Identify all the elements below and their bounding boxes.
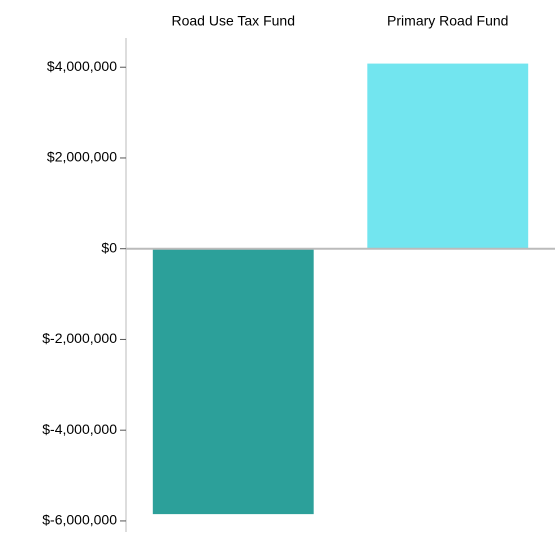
- y-tick-label: $0: [101, 239, 117, 255]
- y-tick-label: $4,000,000: [47, 58, 117, 74]
- y-tick-label: $-4,000,000: [42, 421, 117, 437]
- y-tick-label: $-2,000,000: [42, 330, 117, 346]
- bar: [152, 248, 314, 515]
- bar: [367, 63, 529, 249]
- category-label: Road Use Tax Fund: [172, 13, 295, 29]
- y-tick-label: $2,000,000: [47, 149, 117, 165]
- category-label: Primary Road Fund: [387, 13, 508, 29]
- y-tick-label: $-6,000,000: [42, 512, 117, 528]
